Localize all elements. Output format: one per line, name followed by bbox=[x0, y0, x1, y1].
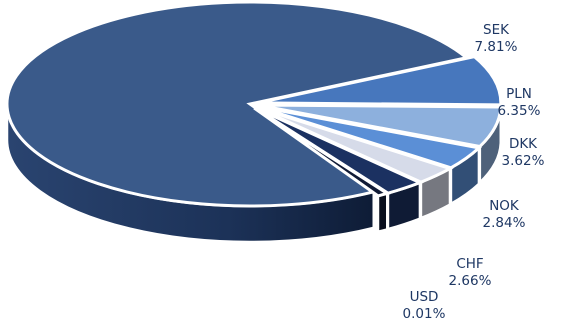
slice-value: 3.62% bbox=[493, 153, 553, 170]
slice-value: 2.66% bbox=[440, 273, 500, 290]
slice-category: USD bbox=[394, 289, 454, 306]
slice-category: PLN bbox=[489, 86, 549, 103]
slice-category: NOK bbox=[474, 198, 534, 215]
slice-value: 0.01% bbox=[394, 306, 454, 323]
slice-category: SEK bbox=[466, 22, 526, 39]
slice-value: 7.81% bbox=[466, 39, 526, 56]
pie-side-usd bbox=[378, 193, 387, 231]
slice-category: DKK bbox=[493, 136, 553, 153]
slice-category: CHF bbox=[440, 256, 500, 273]
slice-value: 6.35% bbox=[489, 103, 549, 120]
slice-value: 2.84% bbox=[474, 215, 534, 232]
